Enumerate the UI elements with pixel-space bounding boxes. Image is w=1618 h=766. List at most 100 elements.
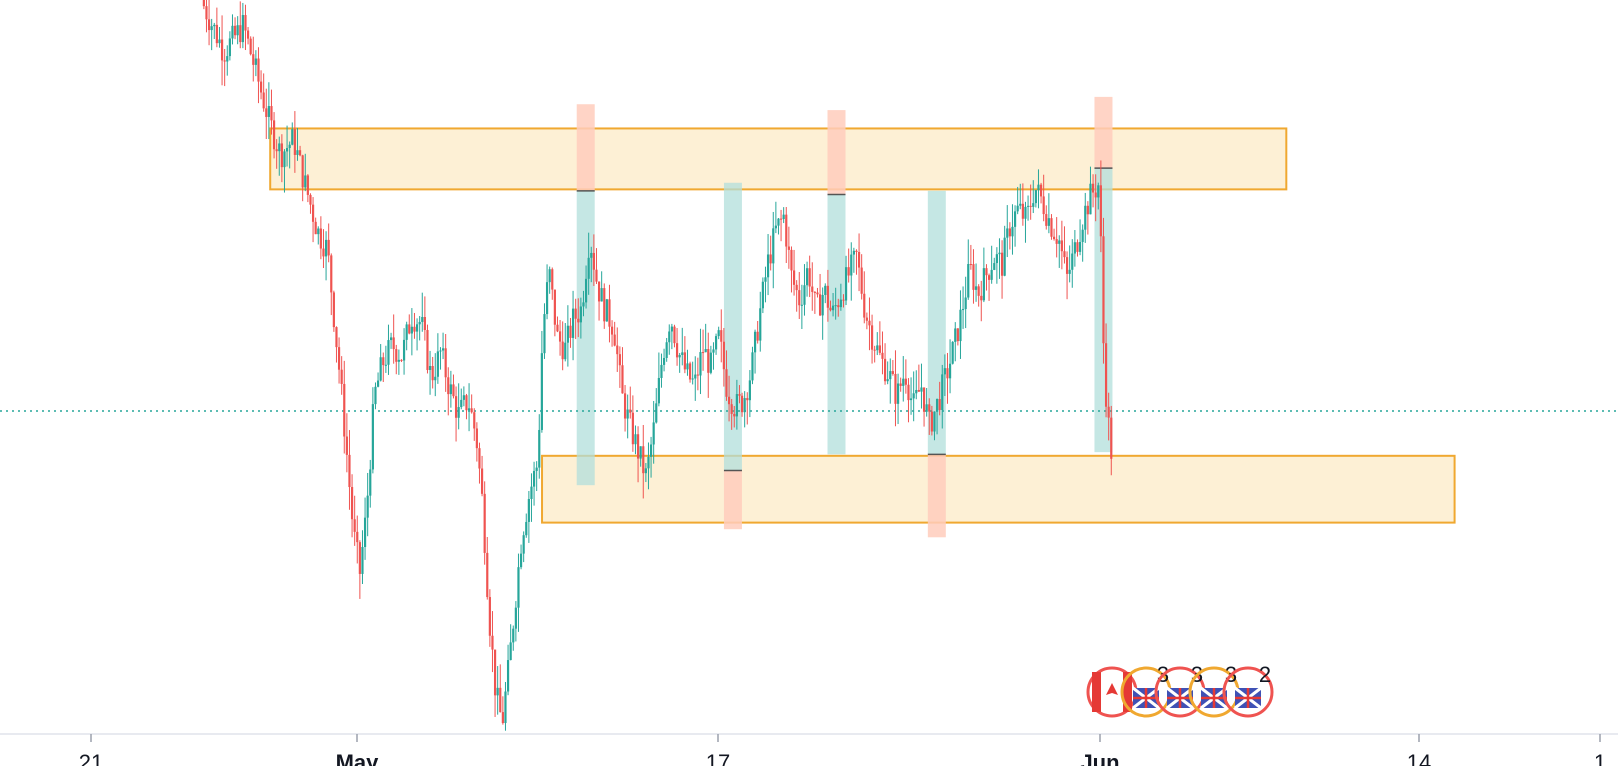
candle-up [584,278,588,303]
candle-up [564,342,567,360]
candle-up [660,364,663,378]
candle-down [447,377,450,395]
candle-up [496,687,499,696]
candle-up [714,336,718,350]
candle-down [392,337,395,350]
candle-down [969,264,972,266]
trade-loss-box[interactable] [927,454,946,538]
candle-up [514,607,517,629]
candle-down [1076,242,1079,252]
candle-up [535,467,538,471]
candle-down [603,288,606,322]
candle-up [639,446,642,459]
candle-up [402,339,406,361]
candle-up [834,305,837,307]
candle-up [517,567,520,608]
candle-up [434,376,437,381]
candle-up [751,352,754,381]
candle-up [691,378,694,380]
candle-down [746,398,749,401]
candle-down [280,143,283,168]
candle-up [254,58,257,65]
candle-down [816,292,819,295]
candle-up [509,642,512,661]
candle-up [366,495,369,518]
candle-up [1003,237,1006,276]
candle-down [350,487,354,520]
candle-down [618,354,621,366]
candle-down [891,371,894,374]
candle-up [1011,226,1014,237]
trade-profit-box[interactable] [576,190,595,486]
candle-down [1021,203,1024,219]
trade-profit-box[interactable] [723,182,742,471]
candle-down [787,246,790,250]
candle-down [574,308,577,319]
candle-up [504,691,507,724]
candle-up [369,469,372,496]
candle-up [678,354,681,358]
candle-down [319,228,322,249]
trade-profit-box[interactable] [827,194,846,455]
candle-down [452,384,455,397]
candle-up [889,371,892,380]
candle-up [803,285,806,305]
candle-up [990,269,993,280]
candle-down [842,299,845,301]
candle-up [210,26,213,31]
canada-flag-icon[interactable] [1086,666,1138,718]
candle-down [1050,218,1053,237]
candle-down [265,108,268,117]
candle-up [694,374,697,379]
candle-up [579,306,582,323]
candle-up [1034,190,1037,204]
candle-up [213,24,216,27]
candle-down [491,635,494,650]
trade-loss-box[interactable] [827,110,846,195]
candle-down [917,389,920,392]
support-zone[interactable] [541,454,1456,524]
candle-down [938,398,941,410]
candle-down [252,54,255,65]
trade-loss-box[interactable] [1094,96,1113,169]
candle-up [886,379,889,382]
candle-down [314,221,317,235]
candle-down [881,352,884,359]
candle-up [571,308,575,338]
trade-loss-box[interactable] [576,104,595,191]
candle-up [805,268,809,286]
candle-down [597,281,601,302]
trade-loss-box[interactable] [723,470,742,530]
candle-up [876,345,879,351]
uk-flag-icon[interactable] [1222,666,1274,718]
candle-up [662,357,666,365]
candle-down [408,324,411,334]
candle-up [943,368,946,375]
candle-down [223,60,226,62]
candle-down [1045,214,1048,226]
candle-up [540,353,543,430]
candle-up [543,314,546,354]
candle-up [935,398,939,412]
candle-up [387,340,390,365]
candle-up [967,264,970,298]
candle-up [590,252,593,258]
candle-down [220,39,224,61]
candle-down [1055,239,1058,244]
candle-down [857,251,861,268]
resistance-zone[interactable] [269,127,1288,191]
candle-down [740,395,744,413]
candle-down [478,448,481,469]
candle-up [530,486,533,499]
candle-up [709,352,712,373]
candle-down [1065,257,1069,274]
candle-down [465,395,468,411]
candle-up [605,299,608,322]
candle-down [257,58,260,82]
candle-up [532,470,536,487]
candle-down [904,378,907,385]
candle-up [1078,241,1082,252]
candle-up [267,106,270,117]
